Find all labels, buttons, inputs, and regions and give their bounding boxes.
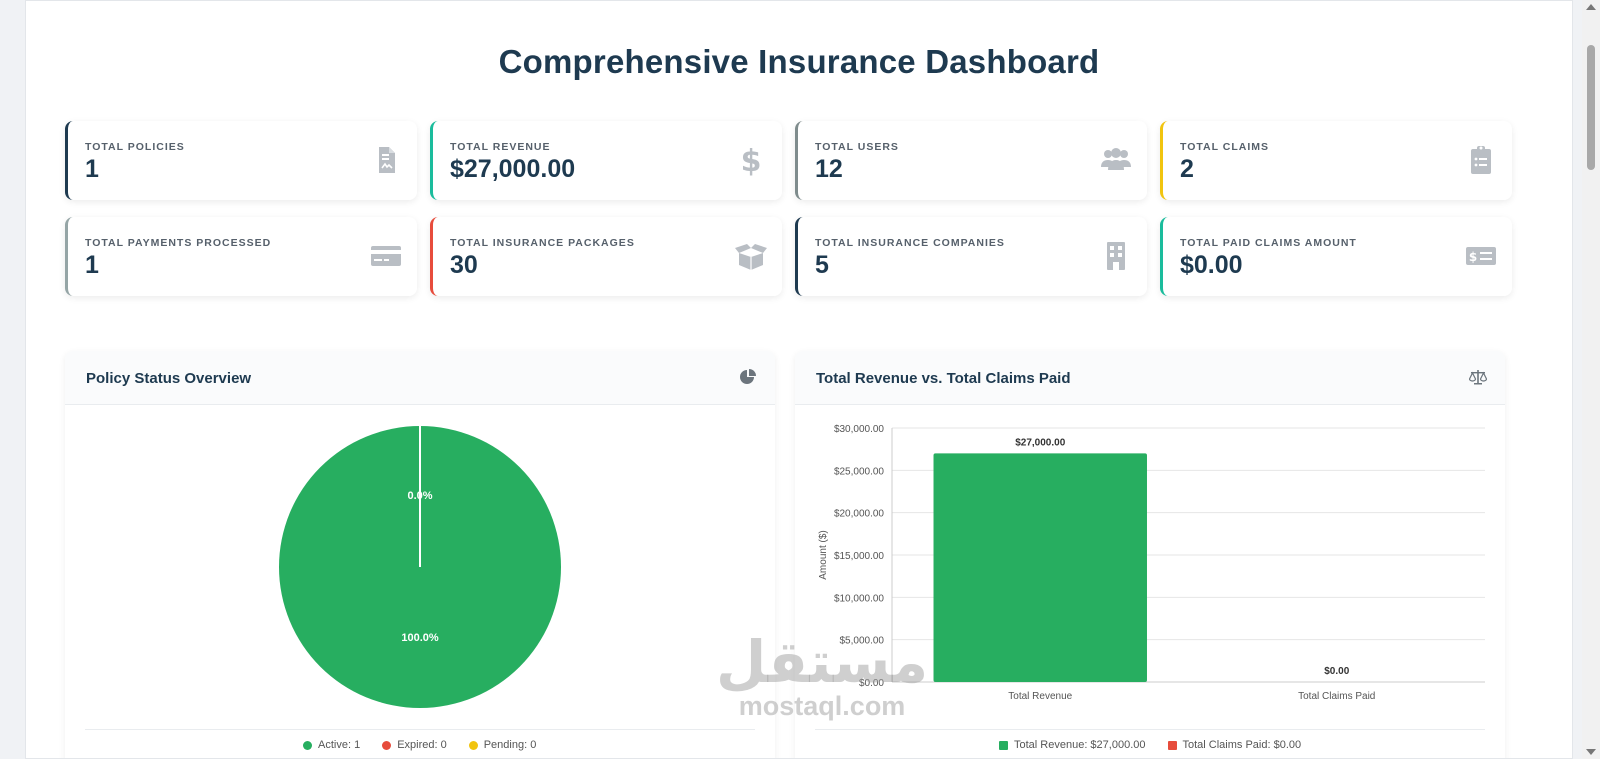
dashboard-page: Comprehensive Insurance Dashboard TOTAL … <box>25 0 1573 759</box>
legend-divider <box>85 729 755 730</box>
pie-label-expired: 0.0% <box>407 490 432 502</box>
y-tick-label: $20,000.00 <box>834 509 884 520</box>
watermark-arabic: مستقل <box>716 628 929 696</box>
stat-card-total-policies[interactable]: TOTAL POLICIES 1 <box>65 121 417 200</box>
legend-divider <box>815 729 1485 730</box>
file-contract-icon <box>369 143 403 177</box>
stat-value: 30 <box>450 251 478 279</box>
svg-text:$: $ <box>1469 250 1477 264</box>
pie-label-active: 100.0% <box>401 632 439 644</box>
stat-label: TOTAL USERS <box>815 141 899 153</box>
legend-item-total-claims-paid[interactable]: Total Claims Paid: $0.00 <box>1167 739 1302 751</box>
stat-card-total-revenue[interactable]: TOTAL REVENUE $27,000.00 $ <box>430 121 782 200</box>
panel-header: Total Revenue vs. Total Claims Paid <box>795 351 1505 405</box>
vertical-scrollbar[interactable] <box>1582 0 1600 759</box>
x-tick-label: Total Revenue <box>1008 691 1072 702</box>
stat-label: TOTAL POLICIES <box>85 141 185 153</box>
money-check-icon: $ <box>1464 239 1498 273</box>
scroll-down-arrow[interactable] <box>1586 749 1596 755</box>
stat-value: 2 <box>1180 155 1194 183</box>
revenue-legend: Total Revenue: $27,000.00 Total Claims P… <box>999 739 1301 751</box>
legend-label: Total Revenue: $27,000.00 <box>1014 739 1146 751</box>
y-tick-label: $25,000.00 <box>834 466 884 477</box>
stat-value: $0.00 <box>1180 251 1243 279</box>
y-tick-label: $10,000.00 <box>834 593 884 604</box>
bar-data-label: $27,000.00 <box>1015 437 1065 448</box>
legend-dot <box>303 740 312 750</box>
clipboard-list-icon <box>1464 143 1498 177</box>
balance-scale-icon[interactable] <box>1469 368 1487 386</box>
credit-card-icon <box>369 239 403 273</box>
stat-label: TOTAL PAYMENTS PROCESSED <box>85 237 272 249</box>
legend-item-pending[interactable]: Pending: 0 <box>468 739 537 751</box>
y-tick-label: $0.00 <box>859 678 884 689</box>
page-title: Comprehensive Insurance Dashboard <box>498 43 1100 80</box>
stat-label: TOTAL INSURANCE PACKAGES <box>450 237 635 249</box>
scrollbar-thumb[interactable] <box>1587 45 1595 170</box>
watermark: مستقل mostaql.com <box>716 631 928 722</box>
building-icon <box>1099 239 1133 273</box>
legend-dot <box>468 740 478 750</box>
users-icon <box>1099 143 1133 177</box>
x-tick-label: Total Claims Paid <box>1298 691 1375 702</box>
stat-label: TOTAL PAID CLAIMS AMOUNT <box>1180 237 1357 249</box>
stat-card-total-payments[interactable]: TOTAL PAYMENTS PROCESSED 1 <box>65 217 417 296</box>
pie-chart-icon[interactable] <box>739 368 757 386</box>
policy-legend: Active: 1 Expired: 0 Pending: 0 <box>303 739 536 751</box>
svg-text:$: $ <box>741 144 762 177</box>
revenue-bar-chart: $0.00 $5,000.00 $10,000.00 $15,000.00 $20,00… <box>818 424 1485 702</box>
stat-label: TOTAL INSURANCE COMPANIES <box>815 237 1005 249</box>
legend-item-total-revenue[interactable]: Total Revenue: $27,000.00 <box>999 739 1146 751</box>
legend-dot <box>999 740 1008 750</box>
legend-label: Active: 1 <box>318 739 361 751</box>
y-tick-label: $15,000.00 <box>834 551 884 562</box>
revenue-vs-claims-panel: Total Revenue vs. Total Claims Paid $0.0… <box>795 351 1505 758</box>
scroll-up-arrow[interactable] <box>1586 4 1596 10</box>
stat-value: $27,000.00 <box>450 155 576 183</box>
stat-value: 1 <box>85 155 99 183</box>
policy-pie-chart: 100.0% 0.0% <box>279 426 561 708</box>
stat-card-total-claims[interactable]: TOTAL CLAIMS 2 <box>1160 121 1512 200</box>
legend-dot <box>382 740 392 750</box>
legend-label: Total Claims Paid: $0.00 <box>1182 739 1302 751</box>
dollar-icon: $ <box>734 143 768 177</box>
watermark-latin: mostaql.com <box>738 691 906 721</box>
stat-card-total-packages[interactable]: TOTAL INSURANCE PACKAGES 30 <box>430 217 782 296</box>
stat-value: 1 <box>85 251 99 279</box>
box-open-icon <box>734 239 768 273</box>
panel-title: Policy Status Overview <box>86 370 252 387</box>
legend-label: Expired: 0 <box>397 739 447 751</box>
stat-label: TOTAL REVENUE <box>450 141 551 153</box>
legend-dot <box>1167 740 1177 750</box>
stat-value: 5 <box>815 251 829 279</box>
y-tick-label: $5,000.00 <box>840 636 885 647</box>
y-axis-title: Amount ($) <box>818 530 829 579</box>
stat-label: TOTAL CLAIMS <box>1180 141 1269 153</box>
bar-data-label: $0.00 <box>1324 666 1349 677</box>
panel-title: Total Revenue vs. Total Claims Paid <box>816 370 1071 387</box>
stat-card-total-companies[interactable]: TOTAL INSURANCE COMPANIES 5 <box>795 217 1147 296</box>
policy-status-panel: Policy Status Overview 100.0% 0.0% Active… <box>65 351 775 758</box>
stat-card-paid-claims-amount[interactable]: TOTAL PAID CLAIMS AMOUNT $0.00 $ <box>1160 217 1512 296</box>
stat-card-total-users[interactable]: TOTAL USERS 12 <box>795 121 1147 200</box>
legend-item-active[interactable]: Active: 1 <box>303 739 360 751</box>
legend-item-expired[interactable]: Expired: 0 <box>382 739 447 751</box>
bar-total-revenue <box>933 453 1147 682</box>
stat-value: 12 <box>815 155 843 183</box>
panel-header: Policy Status Overview <box>65 351 775 405</box>
y-tick-label: $30,000.00 <box>834 424 884 435</box>
legend-label: Pending: 0 <box>483 739 537 751</box>
